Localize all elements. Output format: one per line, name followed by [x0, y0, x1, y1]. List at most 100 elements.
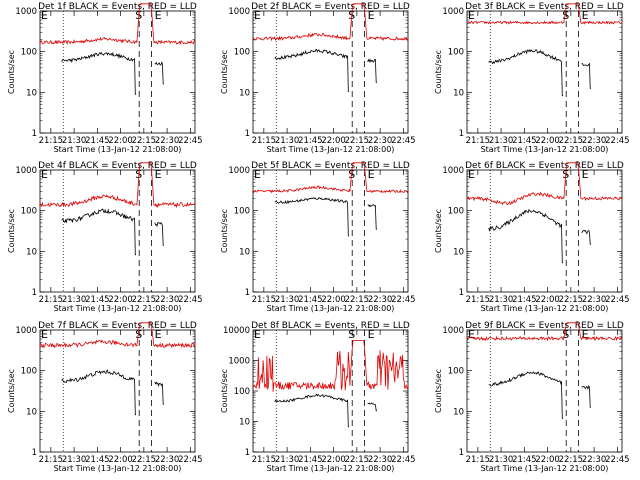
- panel-title: Det 3f BLACK = Events, RED = LLD: [465, 2, 624, 12]
- x-tick-label: 22:00: [535, 295, 560, 305]
- start-marker-label: S: [562, 328, 569, 341]
- x-tick-label: 22:45: [391, 136, 416, 146]
- panel-title: Det 8f BLACK = Events, RED = LLD: [251, 321, 410, 331]
- x-tick-label: 22:30: [155, 295, 180, 305]
- series-lld-red: [466, 322, 623, 342]
- x-axis-label: Start Time (13-Jan-12 21:08:00): [267, 304, 395, 313]
- y-axis-label: Counts/sec: [7, 50, 16, 94]
- y-tick-label: 10: [239, 418, 250, 428]
- y-tick-label: 1000: [15, 326, 37, 336]
- series-events-black: [154, 381, 164, 405]
- x-tick-label: 22:00: [321, 455, 346, 465]
- y-tick-label: 1: [32, 129, 37, 139]
- end-marker-label: E: [368, 168, 375, 181]
- y-axis-label: Counts/sec: [7, 369, 16, 413]
- x-tick-label: 21:30: [62, 295, 87, 305]
- panel-title: Det 9f BLACK = Events, RED = LLD: [465, 321, 624, 331]
- series-events-black: [61, 208, 137, 256]
- y-tick-label: 1: [245, 448, 250, 458]
- series-events-black: [367, 58, 377, 83]
- series-events-black: [581, 62, 591, 89]
- x-tick-label: 22:30: [582, 136, 607, 146]
- series-events-black: [61, 369, 137, 416]
- end-marker-label: E: [368, 328, 375, 341]
- x-tick-label: 22:30: [582, 295, 607, 305]
- x-axis-label: Start Time (13-Jan-12 21:08:00): [54, 464, 182, 473]
- end-marker-label: E: [155, 328, 162, 341]
- x-tick-label: 22:15: [559, 136, 584, 146]
- end-marker-label: E: [41, 328, 48, 341]
- x-tick-label: 22:00: [321, 136, 346, 146]
- x-tick-label: 22:30: [368, 136, 393, 146]
- end-marker-label: E: [41, 9, 48, 22]
- x-tick-label: 22:30: [155, 455, 180, 465]
- y-tick-label: 1000: [442, 326, 464, 336]
- series-events-black: [154, 221, 164, 246]
- x-tick-label: 21:15: [252, 295, 277, 305]
- x-tick-label: 22:30: [368, 455, 393, 465]
- x-tick-label: 22:45: [605, 295, 630, 305]
- y-axis-label: Counts/sec: [434, 369, 443, 413]
- x-tick-label: 22:15: [345, 136, 370, 146]
- plot-frame: [466, 10, 623, 134]
- x-tick-label: 22:45: [178, 295, 203, 305]
- x-axis-label: Start Time (13-Jan-12 21:08:00): [54, 145, 182, 154]
- x-tick-label: 22:30: [582, 455, 607, 465]
- x-tick-label: 21:45: [85, 455, 110, 465]
- y-tick-label: 100: [234, 48, 250, 58]
- x-tick-label: 21:45: [298, 295, 323, 305]
- series-events-black: [581, 229, 591, 245]
- end-marker-label: E: [468, 328, 475, 341]
- x-tick-label: 21:45: [85, 136, 110, 146]
- panel-det-5: Det 5f BLACK = Events, RED = LLD 1 10 100 10…: [220, 161, 416, 313]
- panel-det-6: Det 6f BLACK = Events, RED = LLD 1 10 100 10…: [434, 161, 630, 313]
- y-tick-label: 1000: [15, 166, 37, 176]
- panel-det-3: Det 3f BLACK = Events, RED = LLD 1 10 100 10…: [434, 2, 630, 154]
- y-tick-label: 10: [239, 247, 250, 257]
- y-tick-label: 100: [234, 207, 250, 217]
- series-lld-red: [252, 340, 409, 392]
- y-tick-label: 1: [32, 448, 37, 458]
- series-lld-red: [252, 3, 409, 42]
- x-axis-label: Start Time (13-Jan-12 21:08:00): [481, 304, 609, 313]
- y-tick-label: 10: [26, 247, 37, 257]
- end-marker-label: E: [582, 9, 589, 22]
- x-tick-label: 22:15: [132, 136, 157, 146]
- y-tick-label: 10000: [223, 326, 250, 336]
- x-tick-label: 21:30: [275, 295, 300, 305]
- x-tick-label: 21:15: [39, 455, 64, 465]
- series-events-black: [274, 48, 350, 92]
- y-axis-label: Counts/sec: [220, 50, 229, 94]
- end-marker-label: E: [155, 168, 162, 181]
- x-tick-label: 22:45: [178, 136, 203, 146]
- panel-title: Det 6f BLACK = Events, RED = LLD: [465, 161, 624, 171]
- x-tick-label: 22:00: [108, 136, 133, 146]
- x-tick-label: 21:45: [85, 295, 110, 305]
- series-lld-red: [252, 162, 409, 194]
- x-tick-label: 22:00: [535, 455, 560, 465]
- series-events-black: [274, 393, 350, 428]
- panel-det-4: Det 4f BLACK = Events, RED = LLD 1 10 100 10…: [7, 161, 203, 313]
- series-lld-red: [39, 3, 196, 46]
- y-tick-label: 100: [21, 367, 37, 377]
- plot-frame: [466, 329, 623, 453]
- x-tick-label: 22:00: [108, 455, 133, 465]
- x-tick-label: 21:30: [275, 136, 300, 146]
- series-events-black: [274, 196, 350, 237]
- x-tick-label: 22:30: [368, 295, 393, 305]
- panel-title: Det 7f BLACK = Events, RED = LLD: [38, 321, 197, 331]
- series-events-black: [367, 402, 377, 412]
- panel-det-1: Det 1f BLACK = Events, RED = LLD 1 10 100 10…: [7, 2, 203, 154]
- plot-frame: [466, 169, 623, 293]
- end-marker-label: E: [582, 328, 589, 341]
- x-tick-label: 21:30: [275, 455, 300, 465]
- panel-title: Det 2f BLACK = Events, RED = LLD: [251, 2, 410, 12]
- panel-title: Det 1f BLACK = Events, RED = LLD: [38, 2, 197, 12]
- end-marker-label: E: [582, 168, 589, 181]
- y-tick-label: 100: [234, 387, 250, 397]
- x-tick-label: 22:15: [345, 295, 370, 305]
- start-marker-label: S: [562, 9, 569, 22]
- x-tick-label: 21:30: [62, 455, 87, 465]
- x-tick-label: 21:15: [466, 295, 491, 305]
